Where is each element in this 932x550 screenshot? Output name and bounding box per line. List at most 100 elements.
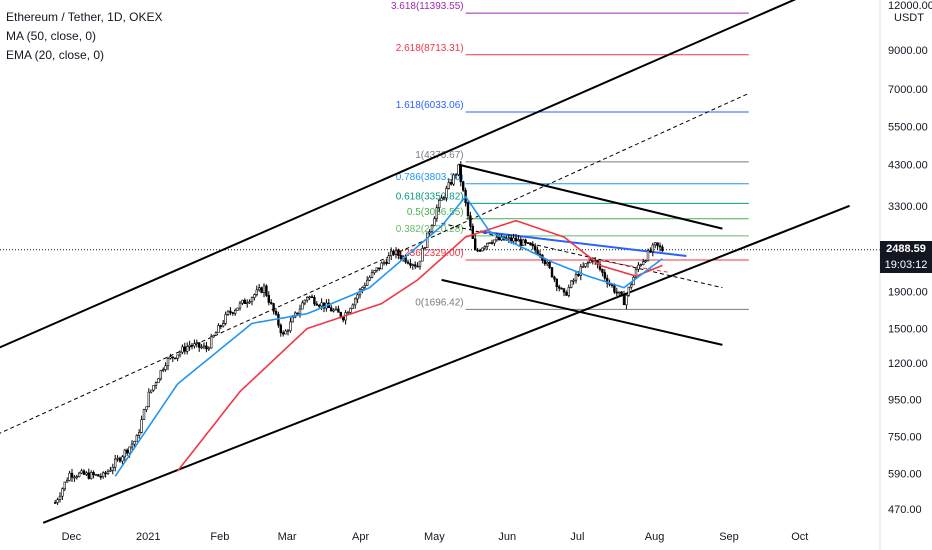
candle-body [219, 325, 222, 327]
candle-body [279, 324, 282, 334]
price-tick-label: 9000.00 [888, 45, 928, 57]
candle-body [90, 472, 93, 479]
price-axis[interactable]: 12000.00 9000.00 7000.00 5500.00 4300.00 3300… [879, 0, 932, 550]
candle-body [296, 312, 299, 315]
candle-body [406, 261, 410, 264]
candle-body [476, 249, 479, 252]
candle-body [116, 457, 119, 460]
candle-body [70, 472, 74, 478]
candle-body [639, 264, 643, 266]
candle-body [370, 272, 374, 278]
candle-body [291, 316, 294, 323]
candle-body [569, 280, 573, 288]
candle-body [514, 237, 518, 242]
ma-line [176, 219, 663, 472]
candle-body [550, 267, 554, 278]
candle-body [188, 344, 191, 347]
candle-body [198, 342, 201, 348]
candle-body [111, 466, 115, 471]
candle-body [317, 304, 321, 307]
candle-body [310, 296, 314, 298]
candle-body [469, 215, 472, 227]
price-tick-label: 1900.00 [888, 287, 928, 299]
candle-body [231, 312, 234, 314]
candle-body [363, 285, 366, 288]
candle-body [238, 302, 242, 309]
candle-body [377, 267, 381, 270]
chart-legend: Ethereum / Tether, 1D, OKEX MA (50, clos… [6, 8, 163, 65]
candle-body [373, 270, 376, 273]
candle-body [128, 446, 131, 454]
candle-body [365, 279, 369, 286]
candle-body [66, 480, 69, 483]
candle-body [490, 242, 494, 244]
candle-body [281, 332, 285, 335]
candle-body [106, 470, 110, 474]
candle-body [430, 225, 434, 233]
candle-body [634, 268, 638, 278]
fib-level-label: 0.5(3036.55) [407, 207, 464, 218]
legend-ma[interactable]: MA (50, close, 0) [6, 29, 97, 43]
price-tick-label: 12000.00 [888, 0, 932, 12]
candle-body [457, 164, 460, 176]
candle-body [653, 242, 657, 246]
candle-body [85, 472, 88, 475]
fib-level-label: 0.618(3352.82) [396, 191, 464, 202]
time-tick-label: Sep [719, 531, 739, 543]
candle-body [598, 264, 602, 270]
indicators [114, 195, 663, 477]
candle-body [320, 302, 323, 307]
current-price: 2488.59 [886, 243, 926, 255]
candle-body [394, 250, 398, 255]
candle-body [615, 291, 619, 294]
fib-level-label: 3.618(11393.55) [391, 1, 464, 12]
fib-level-label: 0.236(2329.00) [396, 248, 464, 259]
candle-body [368, 277, 371, 281]
candle-body [562, 288, 566, 293]
candle-body [315, 303, 318, 306]
candle-body [435, 207, 438, 219]
candle-body [548, 261, 551, 268]
candle-body [493, 239, 496, 244]
candle-body [174, 357, 177, 360]
candle-body [329, 307, 333, 312]
candle-body [361, 287, 364, 290]
candle-body [581, 266, 585, 268]
candle-body [147, 391, 150, 408]
candle-body [553, 276, 556, 280]
candle-body [644, 260, 647, 263]
candle-body [162, 369, 165, 371]
candle-body [248, 301, 251, 304]
price-tick-label: 590.00 [888, 469, 922, 481]
candle-body [452, 174, 455, 185]
candle-body [425, 232, 429, 249]
candle-body [538, 253, 542, 256]
legend-ema[interactable]: EMA (20, close, 0) [6, 48, 105, 62]
candle-body [150, 389, 153, 393]
candle-body [135, 435, 138, 442]
time-axis[interactable]: Dec 2021 Feb Mar Apr May Jun Jul Aug Sep Oct [62, 531, 809, 543]
candle-body [466, 202, 470, 217]
candle-body [305, 297, 309, 301]
candle-body [641, 261, 645, 265]
candle-body [87, 472, 91, 479]
candle-body [183, 346, 186, 352]
candle-body [234, 310, 237, 314]
candle-body [584, 263, 587, 267]
time-tick-label: Jul [570, 531, 584, 543]
candle-body [536, 249, 539, 255]
candle-body [277, 313, 280, 326]
candle-body [272, 303, 275, 312]
candle-body [353, 298, 357, 306]
candle-body [656, 242, 659, 247]
legend-title[interactable]: Ethereum / Tether, 1D, OKEX [6, 10, 163, 24]
candle-body [445, 188, 448, 199]
candle-body [322, 302, 326, 309]
candle-body [627, 286, 631, 296]
price-tick-label: 1500.00 [888, 323, 928, 335]
candle-body [586, 262, 590, 264]
price-tick-label: 5500.00 [888, 121, 928, 133]
trendlines[interactable] [0, 0, 850, 524]
fib-extension[interactable]: 3.618(11393.55) 2.618(8713.31) 1.618(6033.… [391, 1, 749, 310]
